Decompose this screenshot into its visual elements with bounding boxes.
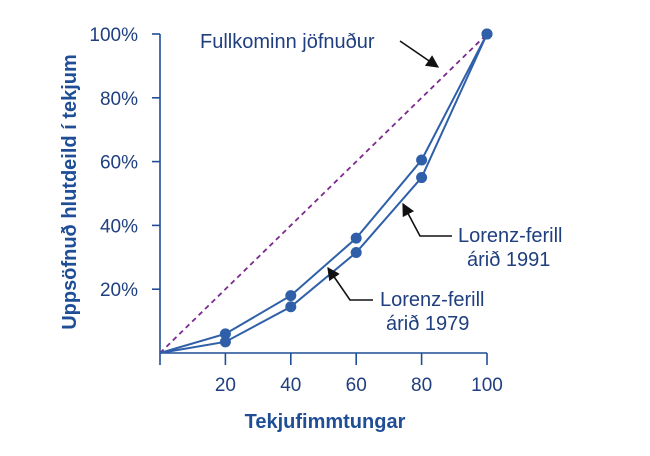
data-point: [285, 301, 297, 313]
x-tick-label: 20: [215, 375, 236, 396]
data-point: [219, 328, 231, 340]
data-point: [416, 154, 428, 166]
lorenz-1991-annotation-line1: Lorenz-ferill: [458, 225, 562, 247]
x-axis-title: Tekjufimmtungar: [245, 411, 406, 433]
y-tick-label: 40%: [100, 216, 138, 237]
data-point: [285, 290, 297, 302]
series-group: [159, 28, 493, 354]
lorenz-1979-annotation-line2: árið 1979: [386, 313, 469, 335]
series-line-1: [159, 33, 488, 354]
data-point: [416, 172, 428, 184]
lorenz-1979-arrow: [327, 266, 373, 301]
lorenz-1979-annotation-line1: Lorenz-ferill: [380, 289, 484, 311]
axes: 20% 40% 60% 80% 100% 20 40 60 80 100: [89, 25, 502, 396]
data-point: [350, 247, 362, 259]
y-axis-title: Uppsöfnuð hlutdeild í tekjum: [59, 54, 81, 330]
lorenz-1991-annotation-line2: árið 1991: [467, 249, 550, 271]
lorenz-1991-arrow: [402, 202, 452, 237]
x-tick-label: 40: [280, 375, 301, 396]
equality-arrow: [399, 40, 440, 68]
x-tick-label: 60: [346, 375, 367, 396]
equality-line: [159, 33, 488, 354]
y-tick-label: 60%: [100, 153, 138, 174]
y-tick-label: 100%: [89, 25, 138, 46]
x-tick-label: 80: [411, 375, 432, 396]
y-tick-label: 20%: [100, 280, 138, 301]
x-tick-label: 100: [471, 375, 503, 396]
data-point: [219, 336, 231, 348]
equality-line-group: [159, 33, 488, 354]
data-point: [350, 232, 362, 244]
y-tick-label: 80%: [100, 89, 138, 110]
series-line-0: [159, 33, 488, 354]
equality-annotation: Fullkominn jöfnuður: [200, 31, 375, 53]
data-point: [481, 28, 493, 40]
